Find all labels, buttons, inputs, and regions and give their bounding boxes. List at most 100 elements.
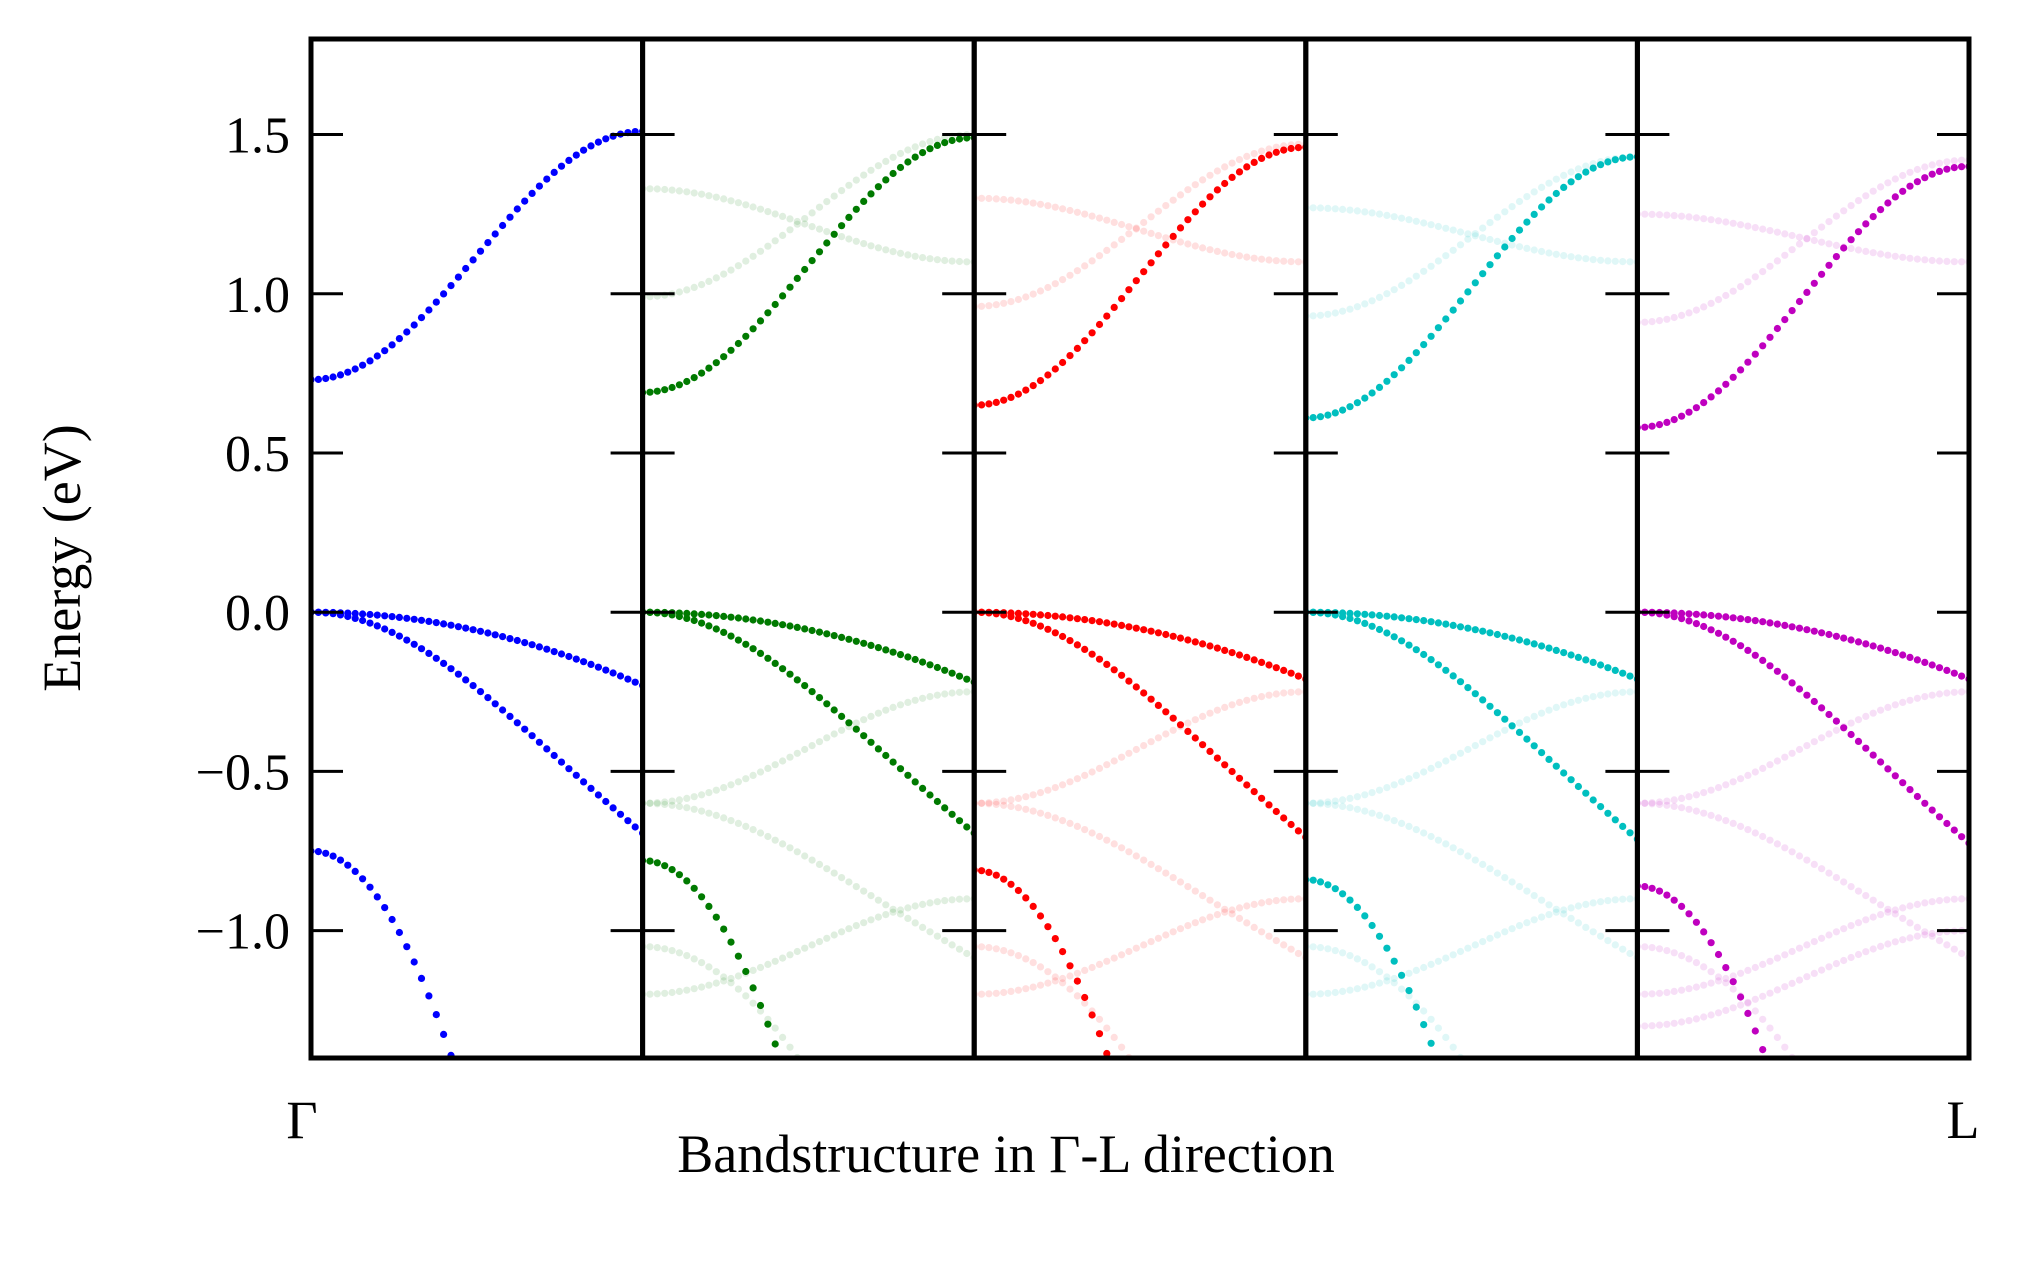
panel-4-band-2-point: [1508, 634, 1516, 642]
panel-2-band-1-point: [801, 265, 809, 274]
panel-1-band-2-point: [462, 624, 470, 632]
panel-5-shadow-band-6-point: [1958, 895, 1966, 903]
panel-5-band-4-point: [1670, 896, 1678, 904]
panel-1-band-1-point: [572, 151, 580, 159]
panel-2-shadow-band-3-point: [675, 796, 684, 804]
panel-3-shadow-band-6-point: [992, 989, 1000, 997]
panel-3-shadow-band-3-point: [1213, 706, 1221, 714]
panel-4-shadow-band-2-point: [1412, 217, 1420, 225]
panel-4-band-3-point: [1552, 762, 1560, 770]
panel-4-shadow-band-4-point: [1398, 819, 1406, 828]
panel-1-band-2-point: [469, 626, 477, 634]
panel-5-shadow-band-4-point: [1692, 807, 1700, 815]
panel-3-shadow-band-6: [974, 895, 1306, 998]
panel-2-shadow-band-3-point: [860, 716, 868, 724]
panel-2-band-1-point: [963, 134, 971, 142]
panel-3-shadow-band-6-point: [1243, 902, 1251, 910]
panel-2-shadow-band-5-point: [756, 1007, 765, 1015]
panel-4-band-2-point: [1427, 618, 1435, 626]
panel-5-band-2-point: [1862, 640, 1870, 648]
panel-4-band-1-point: [1501, 243, 1509, 251]
kpoint-gamma-label: Γ: [286, 1090, 317, 1150]
panel-3-band-2-point: [1265, 661, 1273, 669]
panel-1-band-1-point: [344, 368, 352, 376]
panel-3-shadow-band-1-point: [1243, 152, 1251, 160]
panel-1-band-2-point: [499, 633, 507, 641]
panel-3-band-3-point: [1007, 613, 1015, 621]
panel-5-shadow-band-6-point: [1788, 947, 1796, 956]
panel-5-shadow-band-7-point: [1685, 1017, 1693, 1025]
panel-1-band-2-point: [535, 643, 544, 651]
panel-4-band-2-point: [1567, 651, 1575, 659]
panel-4-shadow-band-2-point: [1368, 209, 1376, 217]
panel-4-shadow-band-3-point: [1368, 789, 1376, 797]
panel-1-band-2-point: [381, 612, 389, 620]
panel-3-shadow-band-5-point: [1036, 963, 1045, 971]
panel-3-shadow-band-4-point: [1287, 945, 1295, 953]
panel-5-shadow-band-6-point: [1773, 954, 1781, 962]
panel-3-shadow-band-3-point: [1044, 786, 1052, 794]
panel-5-shadow-band-2-point: [1818, 238, 1826, 246]
panel-1-band-1-point: [351, 365, 359, 373]
panel-3-shadow-band-1-point: [1022, 293, 1030, 301]
panel-4-shadow-band-3-point: [1567, 698, 1575, 707]
panel-4-shadow-band-1-point: [1361, 300, 1369, 308]
panel-3-band-1-point: [1294, 144, 1302, 152]
panel-5-shadow-band-1-point: [1869, 187, 1877, 195]
panel-2-band-2-point: [874, 644, 883, 652]
panel-5-shadow-band-2-point: [1928, 256, 1936, 265]
panel-4-band-1-point: [1479, 270, 1487, 278]
panel-3-band-3-point: [1051, 629, 1059, 637]
panel-3-shadow-band-2-point: [1103, 216, 1111, 224]
panel-3-band-3-point: [1118, 671, 1126, 679]
panel-5-shadow-band-3-point: [1862, 712, 1870, 721]
panel-4-band-2-point: [1346, 609, 1354, 618]
panel-5-shadow-band-6-point: [1950, 895, 1958, 903]
panel-5-shadow-band-1-point: [1854, 197, 1863, 205]
panel-1-band-3-point: [476, 688, 485, 696]
panel-1-band-1-point: [403, 328, 411, 336]
panel-5-band-3-point: [1840, 724, 1848, 732]
panel-2-shadow-band-6-point: [779, 954, 787, 962]
panel-3-band-1-point: [1051, 365, 1059, 373]
panel-4-shadow-band-4-point: [1353, 805, 1361, 813]
panel-3-shadow-band-1-point: [1029, 290, 1037, 298]
panel-5-shadow-band-2-point: [1759, 225, 1767, 233]
panel-3-shadow-band-2-point: [1206, 246, 1214, 254]
panel-4-band-1-point: [1545, 196, 1553, 204]
panel-2-band-2-point: [823, 630, 831, 638]
panel-4-band-2-point: [1515, 636, 1524, 644]
panel-3-shadow-band-1-point: [978, 302, 986, 310]
panel-4-shadow-band-4-point: [1316, 800, 1325, 808]
panel-2-shadow-band-4-point: [852, 883, 860, 891]
panel-3-shadow-band-1-point: [1007, 298, 1015, 306]
panel-3-band-3-point: [1140, 689, 1148, 697]
panel-4-band-3: [1305, 608, 1638, 843]
panel-4-band-2-point: [1479, 627, 1487, 635]
panel-5-shadow-band-3-point: [1906, 696, 1914, 704]
panel-5-shadow-band-1: [1637, 156, 1970, 326]
panel-3-band-2-point: [1206, 642, 1214, 650]
panel-3-shadow-band-1-point: [1169, 196, 1177, 204]
panel-2-shadow-band-1-point: [926, 138, 934, 146]
panel-3-shadow-band-2-point: [1184, 240, 1192, 248]
panel-3-shadow-band-3-point: [985, 799, 993, 807]
panel-2-shadow-band-4-point: [653, 800, 661, 808]
panel-4-shadow-band-3-point: [1316, 799, 1325, 807]
panel-4-shadow-band-4-point: [1427, 832, 1435, 841]
panel-2-shadow-band-4-point: [646, 799, 654, 808]
panel-3-shadow-band-4-point: [1154, 865, 1162, 873]
panel-5-shadow-band-3-point: [1928, 691, 1936, 699]
panel-3-shadow-band-3-point: [1235, 698, 1244, 707]
panel-3-shadow-band-6-point: [1169, 928, 1177, 936]
panel-3-shadow-band-2-point: [1235, 252, 1244, 260]
panel-3-band-3-point: [1162, 708, 1170, 716]
panel-2-shadow-band-3-point: [742, 775, 750, 783]
panel-4-band-3-point: [1412, 646, 1420, 654]
panel-2-shadow-band-1-point: [933, 135, 942, 143]
panel-2-shadow-band-2-point: [734, 199, 743, 207]
panel-2-shadow-band-4-point: [955, 945, 964, 953]
panel-1-band-2-point: [550, 648, 558, 656]
panel-2-shadow-band-6-point: [838, 928, 846, 936]
panel-3-band-1-point: [1147, 259, 1155, 267]
